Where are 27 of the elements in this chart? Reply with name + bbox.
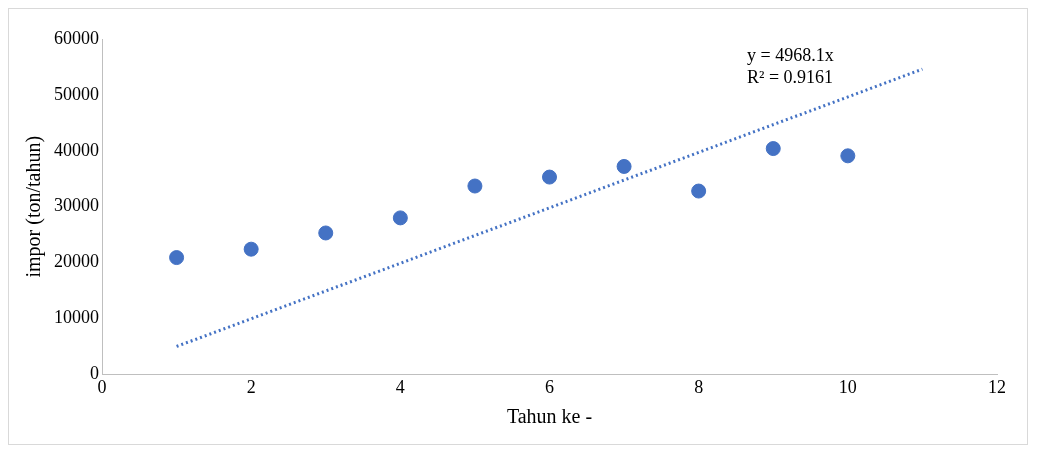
- x-tick-label: 4: [395, 376, 405, 397]
- x-axis-title: Tahun ke -: [506, 405, 593, 428]
- x-tick-label: 6: [545, 376, 554, 397]
- y-tick-label: 10000: [54, 307, 99, 328]
- y-tick-label: 0: [90, 363, 99, 384]
- point: [616, 158, 632, 174]
- point: [392, 210, 408, 226]
- x-tick-label: 10: [838, 376, 857, 397]
- y-tick-label: 30000: [54, 195, 99, 216]
- annotation: y = 4968.1x: [747, 45, 834, 65]
- point: [169, 250, 185, 266]
- point: [840, 148, 856, 164]
- point: [243, 241, 259, 257]
- y-axis-title: impor (ton/tahun): [22, 135, 46, 278]
- point: [318, 225, 334, 241]
- y-tick-label: 60000: [54, 27, 99, 48]
- point: [765, 141, 781, 157]
- point: [542, 169, 557, 185]
- point: [691, 183, 707, 199]
- y-tick-label: 20000: [54, 251, 99, 272]
- annotation: R² = 0.9161: [747, 67, 834, 87]
- y-tick-label: 40000: [54, 139, 99, 160]
- x-tick-label: 12: [988, 376, 1006, 397]
- x-tick-label: 2: [246, 376, 256, 397]
- y-tick-label: 50000: [54, 83, 99, 104]
- point: [467, 178, 483, 194]
- x-tick-label: 8: [694, 376, 704, 397]
